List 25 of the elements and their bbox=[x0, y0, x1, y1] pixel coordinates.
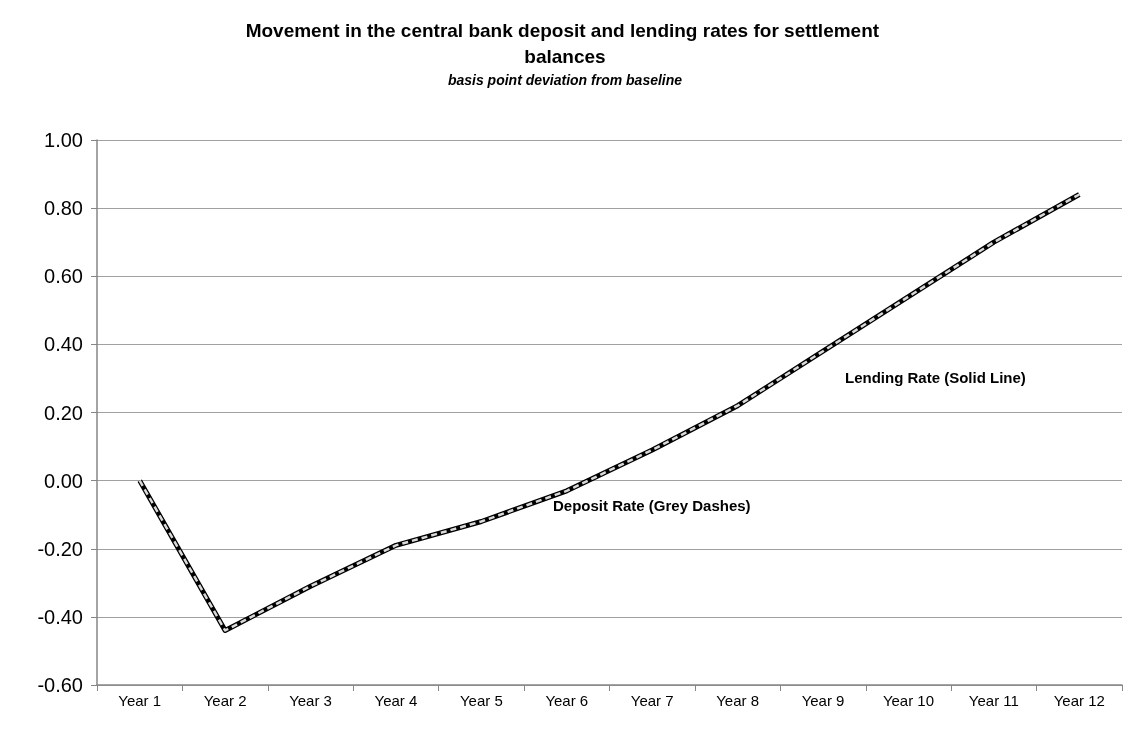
x-tick-label: Year 12 bbox=[1053, 692, 1105, 709]
y-tick-label: 0.00 bbox=[44, 469, 83, 492]
annotation: Lending Rate (Solid Line) bbox=[845, 369, 1026, 386]
x-tick-label: Year 10 bbox=[882, 692, 935, 709]
y-tick-label: 0.20 bbox=[44, 401, 83, 424]
x-tick-label: Year 11 bbox=[968, 692, 1019, 709]
x-tick-label: Year 8 bbox=[716, 692, 760, 709]
x-tick-label: Year 1 bbox=[118, 692, 162, 709]
y-tick-label: -0.40 bbox=[37, 605, 83, 628]
y-tick-label: -0.20 bbox=[37, 537, 83, 560]
y-tick-label: 0.40 bbox=[44, 333, 83, 356]
chart-subtitle: basis point deviation from baseline bbox=[447, 72, 683, 88]
x-tick-label: Year 4 bbox=[374, 692, 418, 709]
y-tick-label: -0.60 bbox=[37, 674, 83, 696]
chart-title: Movement in the central bank deposit and lending rates for settlement balances bbox=[245, 19, 885, 67]
x-tick-label: Year 2 bbox=[203, 692, 247, 709]
y-tick-label: 0.60 bbox=[44, 265, 83, 288]
y-tick-label: 0.80 bbox=[44, 197, 83, 220]
x-tick-label: Year 5 bbox=[459, 692, 503, 709]
x-tick-label: Year 6 bbox=[545, 692, 589, 709]
x-tick-label: Year 3 bbox=[289, 692, 332, 709]
annotation: Deposit Rate (Grey Dashes) bbox=[553, 497, 751, 514]
x-tick-label: Year 9 bbox=[801, 692, 845, 709]
y-tick-label: 1.00 bbox=[44, 129, 83, 151]
x-tick-label: Year 7 bbox=[630, 692, 674, 709]
